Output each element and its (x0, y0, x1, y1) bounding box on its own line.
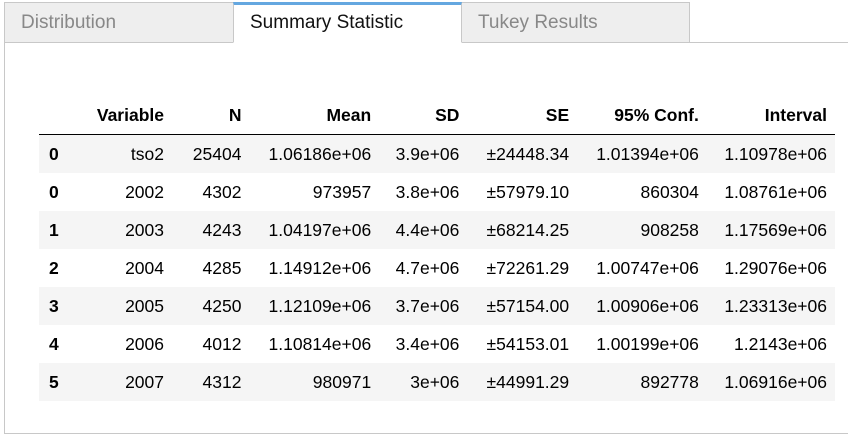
summary-statistic-panel: Variable N Mean SD SE 95% Conf. Interval… (4, 42, 848, 434)
cell-conf-low: 1.00747e+06 (577, 249, 707, 287)
cell-index: 1 (39, 211, 91, 249)
table-row: 0 tso2 25404 1.06186e+06 3.9e+06 ±24448.34 1.0… (39, 134, 835, 173)
cell-sd: 3e+06 (379, 363, 468, 401)
cell-sd: 3.4e+06 (379, 325, 468, 363)
header-mean: Mean (249, 97, 380, 135)
cell-index: 0 (39, 134, 91, 173)
table-row: 3 2005 4250 1.12109e+06 3.7e+06 ±57154.00 1.00… (39, 287, 835, 325)
cell-n: 4285 (172, 249, 250, 287)
cell-index: 4 (39, 325, 91, 363)
summary-table: Variable N Mean SD SE 95% Conf. Interval… (39, 97, 835, 401)
cell-se: ±57154.00 (467, 287, 578, 325)
cell-sd: 3.9e+06 (379, 134, 468, 173)
header-index (39, 97, 91, 135)
cell-se: ±24448.34 (467, 134, 578, 173)
cell-mean: 1.14912e+06 (249, 249, 380, 287)
cell-sd: 3.7e+06 (379, 287, 468, 325)
cell-n: 4250 (172, 287, 250, 325)
cell-n: 4312 (172, 363, 250, 401)
cell-conf-low: 1.00199e+06 (577, 325, 707, 363)
cell-variable: 2002 (90, 173, 172, 211)
cell-index: 0 (39, 173, 91, 211)
cell-index: 5 (39, 363, 91, 401)
header-se: SE (467, 97, 578, 135)
cell-variable: 2006 (90, 325, 172, 363)
cell-sd: 4.4e+06 (379, 211, 468, 249)
tab-bar: Distribution Summary Statistic Tukey Res… (4, 2, 690, 43)
cell-conf-low: 908258 (577, 211, 707, 249)
cell-variable: tso2 (90, 134, 172, 173)
cell-variable: 2003 (90, 211, 172, 249)
cell-mean: 1.06186e+06 (249, 134, 380, 173)
table-row: 2 2004 4285 1.14912e+06 4.7e+06 ±72261.29 1.00… (39, 249, 835, 287)
cell-mean: 1.12109e+06 (249, 287, 380, 325)
tab-tukey-results[interactable]: Tukey Results (461, 2, 690, 43)
table-row: 1 2003 4243 1.04197e+06 4.4e+06 ±68214.25 9082… (39, 211, 835, 249)
header-sd: SD (379, 97, 468, 135)
cell-conf-high: 1.23313e+06 (706, 287, 835, 325)
cell-conf-high: 1.06916e+06 (706, 363, 835, 401)
cell-index: 3 (39, 287, 91, 325)
cell-conf-low: 1.00906e+06 (577, 287, 707, 325)
header-variable: Variable (90, 97, 172, 135)
cell-mean: 1.04197e+06 (249, 211, 380, 249)
cell-conf-high: 1.2143e+06 (706, 325, 835, 363)
cell-variable: 2007 (90, 363, 172, 401)
table-row: 4 2006 4012 1.10814e+06 3.4e+06 ±54153.01 1.00… (39, 325, 835, 363)
cell-conf-high: 1.08761e+06 (706, 173, 835, 211)
cell-mean: 980971 (249, 363, 380, 401)
cell-n: 4243 (172, 211, 250, 249)
table-row: 5 2007 4312 980971 3e+06 ±44991.29 892778 1.069… (39, 363, 835, 401)
cell-se: ±54153.01 (467, 325, 578, 363)
header-conf: 95% Conf. (577, 97, 707, 135)
cell-mean: 1.10814e+06 (249, 325, 380, 363)
cell-se: ±68214.25 (467, 211, 578, 249)
cell-n: 25404 (172, 134, 250, 173)
cell-n: 4012 (172, 325, 250, 363)
cell-se: ±57979.10 (467, 173, 578, 211)
cell-conf-high: 1.29076e+06 (706, 249, 835, 287)
cell-conf-high: 1.17569e+06 (706, 211, 835, 249)
cell-sd: 4.7e+06 (379, 249, 468, 287)
tab-summary-statistic[interactable]: Summary Statistic (233, 2, 462, 43)
header-n: N (172, 97, 250, 135)
tab-distribution[interactable]: Distribution (4, 2, 234, 43)
cell-index: 2 (39, 249, 91, 287)
cell-mean: 973957 (249, 173, 380, 211)
cell-se: ±44991.29 (467, 363, 578, 401)
cell-conf-low: 860304 (577, 173, 707, 211)
cell-conf-low: 1.01394e+06 (577, 134, 707, 173)
cell-sd: 3.8e+06 (379, 173, 468, 211)
cell-se: ±72261.29 (467, 249, 578, 287)
table-row: 0 2002 4302 973957 3.8e+06 ±57979.10 860304 1.0… (39, 173, 835, 211)
cell-conf-high: 1.10978e+06 (706, 134, 835, 173)
cell-conf-low: 892778 (577, 363, 707, 401)
cell-n: 4302 (172, 173, 250, 211)
cell-variable: 2004 (90, 249, 172, 287)
cell-variable: 2005 (90, 287, 172, 325)
table-header-row: Variable N Mean SD SE 95% Conf. Interval (39, 97, 835, 135)
header-interval: Interval (706, 97, 835, 135)
